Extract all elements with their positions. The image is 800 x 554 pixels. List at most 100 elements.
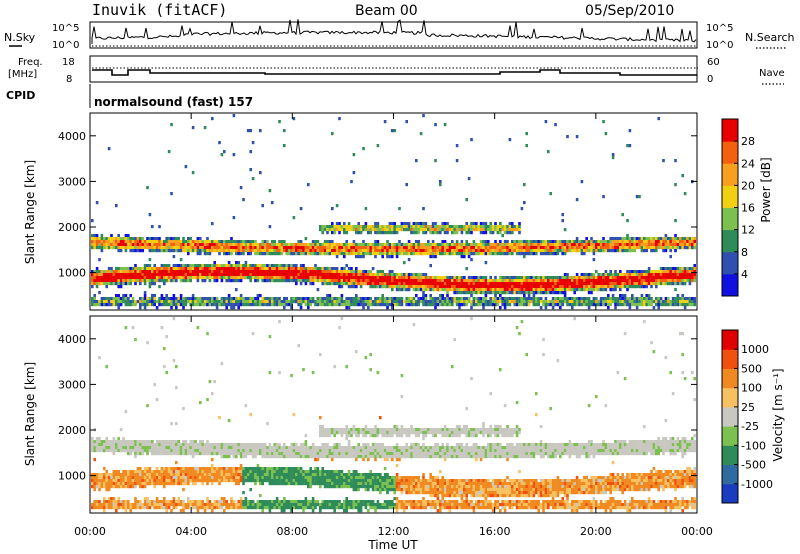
echo-cell [599,240,603,244]
echo-cell [599,273,603,277]
echo-cell [158,273,161,277]
echo-cell [189,237,192,241]
echo-cell [93,485,96,489]
echo-cell [527,303,531,307]
echo-cell [127,279,130,283]
echo-cell [374,243,377,247]
echo-cell [561,303,564,307]
echo-cell [671,270,675,274]
echo-cell [213,467,216,471]
echo-cell [129,276,132,280]
echo-cell [115,479,118,483]
echo-cell [530,282,533,286]
echo-cell [124,482,128,486]
echo-cell [691,279,694,283]
echo-cell [165,470,168,474]
echo-cell [369,300,372,304]
echo-cell [235,482,238,486]
echo-cell [107,282,111,286]
echo-cell [179,476,183,480]
echo-cell [357,243,360,247]
echo-cell [508,252,512,256]
echo-cell [376,246,380,250]
echo-cell [487,279,490,283]
echo-cell [299,279,303,283]
echo-cell [232,264,236,268]
echo-cell [520,300,524,304]
echo-cell [441,228,444,232]
echo-cell [496,231,500,235]
echo-cell [477,300,480,304]
echo-cell [266,479,269,483]
echo-cell [179,446,183,450]
echo-cell [542,252,545,256]
echo-cell [93,500,96,504]
echo-cell [664,246,668,250]
echo-cell [662,303,665,307]
echo-cell [103,509,106,513]
echo-cell [427,246,430,250]
echo-cell [160,506,164,510]
echo-cell [515,279,519,283]
echo-cell [643,243,646,247]
echo-cell [530,252,533,256]
echo-cell [297,276,300,280]
echo-cell [369,252,372,256]
echo-cell [515,300,519,304]
echo-cell [686,240,689,244]
echo-cell [376,270,380,274]
echo-cell [633,240,636,244]
echo-cell [439,288,442,292]
echo-cell [249,467,252,471]
echo-cell [441,252,444,256]
echo-cell [693,264,696,268]
echo-cell [362,306,365,310]
echo-cell [242,479,245,483]
echo-cell [566,303,569,307]
echo-cell [379,228,382,232]
echo-cell [93,503,96,507]
echo-cell [681,174,684,178]
echo-cell [436,300,440,304]
echo-cell [91,473,94,477]
echo-cell [592,276,596,280]
echo-cell [95,303,99,307]
echo-cell [611,153,615,157]
echo-cell [355,246,358,250]
echo-cell [350,270,353,274]
echo-cell [343,225,346,229]
echo-cell [487,249,490,253]
echo-cell [160,303,164,307]
echo-cell [635,306,639,310]
echo-cell [340,297,344,301]
echo-cell [261,270,264,274]
echo-cell [163,303,166,307]
echo-cell [614,300,617,304]
echo-cell [235,249,238,253]
echo-cell [170,503,173,507]
echo-cell [323,273,327,277]
echo-cell [614,306,617,310]
echo-cell [352,225,356,229]
echo-cell [189,452,192,456]
echo-cell [441,288,444,292]
echo-cell [551,285,555,289]
echo-cell [355,294,358,298]
echo-cell [362,300,365,304]
echo-cell [335,228,339,232]
echo-cell [547,252,550,256]
echo-cell [499,243,502,247]
echo-cell [112,297,116,301]
echo-cell [136,506,140,510]
echo-cell [124,326,128,330]
echo-cell [667,240,670,244]
echo-cell [626,237,629,241]
echo-cell [417,297,420,301]
echo-cell [359,252,363,256]
echo-cell [590,237,593,241]
echo-cell [91,219,94,223]
echo-cell [451,231,454,235]
echo-cell [443,222,447,226]
echo-cell [664,234,668,238]
echo-cell [434,288,437,292]
